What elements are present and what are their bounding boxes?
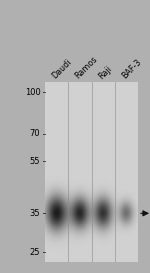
Text: Ramos: Ramos (74, 55, 99, 81)
Text: 70: 70 (30, 129, 40, 138)
Text: BAF-3: BAF-3 (120, 58, 143, 81)
Text: Raji: Raji (97, 64, 114, 81)
Text: 25: 25 (30, 248, 40, 257)
Text: Daudi: Daudi (50, 58, 73, 81)
Text: 35: 35 (30, 209, 40, 218)
Text: 55: 55 (30, 157, 40, 166)
Text: 100: 100 (25, 88, 40, 97)
